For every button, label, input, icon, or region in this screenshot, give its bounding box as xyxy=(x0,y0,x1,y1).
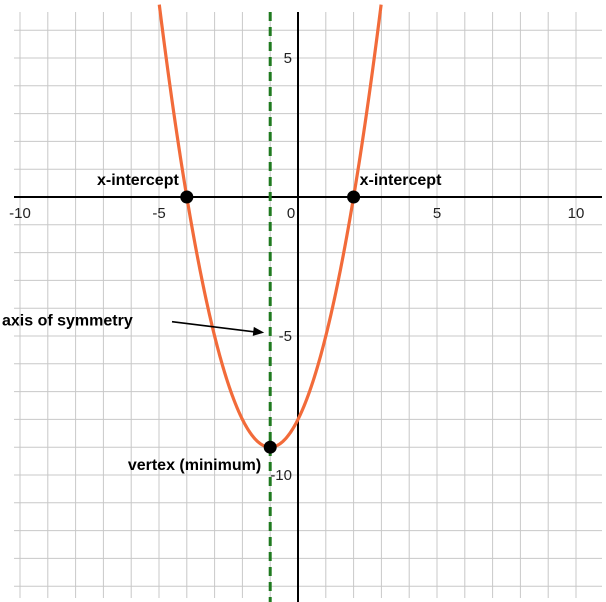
vertex-point xyxy=(263,440,277,454)
x-intercept-point xyxy=(180,190,194,204)
annotations: x-intercept x-intercept axis of symmetry… xyxy=(2,172,442,474)
arrow-head xyxy=(252,326,265,336)
x-tick-label: 5 xyxy=(433,205,441,222)
x-tick-label: -5 xyxy=(152,205,165,222)
axes xyxy=(14,12,602,602)
y-tick-label: -5 xyxy=(279,328,292,345)
y-tick-label: -10 xyxy=(270,467,292,484)
x-tick-label: 0 xyxy=(287,205,295,222)
x-tick-label: 10 xyxy=(568,205,585,222)
x-intercept-right-label: x-intercept xyxy=(360,172,442,189)
x-intercept-point xyxy=(347,190,361,204)
x-tick-label: -10 xyxy=(9,205,31,222)
x-intercept-left-label: x-intercept xyxy=(97,172,179,189)
y-tick-label: 5 xyxy=(284,50,292,67)
axis-of-symmetry-label: axis of symmetry xyxy=(2,313,133,330)
x-tick-labels: -10 -5 0 5 10 xyxy=(9,205,584,222)
grid xyxy=(14,12,602,598)
axis-of-symmetry-arrow xyxy=(171,320,257,333)
y-tick-labels: 5 -5 -10 xyxy=(270,50,292,484)
key-points xyxy=(180,190,361,454)
vertex-label: vertex (minimum) xyxy=(128,457,261,474)
